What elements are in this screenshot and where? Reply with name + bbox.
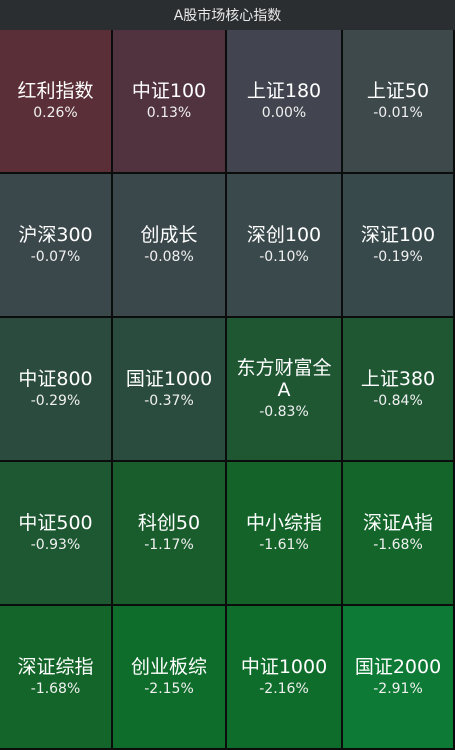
index-name: 中证500: [18, 512, 93, 534]
index-change: -0.10%: [259, 249, 309, 265]
index-name: 深证综指: [17, 656, 94, 678]
index-name: 科创50: [137, 512, 201, 534]
index-tile[interactable]: 中证1000 -2.16%: [227, 606, 343, 750]
index-tile[interactable]: 创成长 -0.08%: [113, 174, 227, 318]
index-tile[interactable]: 红利指数 0.26%: [0, 30, 113, 174]
index-change: -2.16%: [259, 681, 309, 697]
index-tile[interactable]: 深证A指 -1.68%: [343, 462, 455, 606]
index-tile[interactable]: 国证2000 -2.91%: [343, 606, 455, 750]
index-change: 0.00%: [261, 105, 307, 121]
index-tile[interactable]: 沪深300 -0.07%: [0, 174, 113, 318]
index-change: 0.13%: [146, 105, 192, 121]
index-change: -1.17%: [144, 537, 194, 553]
index-tile[interactable]: 科创50 -1.17%: [113, 462, 227, 606]
index-tile[interactable]: 深证综指 -1.68%: [0, 606, 113, 750]
index-tile[interactable]: 中证500 -0.93%: [0, 462, 113, 606]
index-change: -1.61%: [259, 537, 309, 553]
index-change: -2.91%: [373, 681, 423, 697]
page-title: A股市场核心指数: [173, 8, 282, 24]
index-name: 创业板综: [130, 656, 207, 678]
index-name: 中证800: [18, 368, 93, 390]
index-name: 深创100: [246, 224, 322, 246]
index-change: 0.26%: [33, 105, 78, 121]
index-tile[interactable]: 上证380 -0.84%: [343, 318, 455, 462]
index-tile[interactable]: 东方财富全A -0.83%: [227, 318, 343, 462]
index-tile[interactable]: 中小综指 -1.61%: [227, 462, 343, 606]
index-name: 创成长: [140, 224, 198, 246]
index-tile[interactable]: 创业板综 -2.15%: [113, 606, 227, 750]
index-change: -1.68%: [30, 681, 81, 697]
index-name: 国证2000: [354, 656, 442, 678]
page-header: A股市场核心指数: [0, 0, 455, 30]
index-change: -0.19%: [373, 249, 423, 265]
index-name: 东方财富全A: [236, 357, 332, 401]
index-change: -0.08%: [144, 249, 194, 265]
index-name: 中证100: [131, 80, 207, 102]
index-tile[interactable]: 国证1000 -0.37%: [113, 318, 227, 462]
index-tile[interactable]: 深创100 -0.10%: [227, 174, 343, 318]
index-change: -0.29%: [30, 393, 81, 409]
index-change: -0.83%: [259, 404, 309, 420]
index-name: 深证A指: [363, 512, 433, 534]
index-change: -0.93%: [30, 537, 81, 553]
index-tile[interactable]: 上证50 -0.01%: [343, 30, 455, 174]
index-name: 中小综指: [245, 512, 322, 534]
index-name: 上证380: [360, 368, 436, 390]
index-change: -0.01%: [373, 105, 423, 121]
index-tile[interactable]: 中证100 0.13%: [113, 30, 227, 174]
index-tile[interactable]: 深证100 -0.19%: [343, 174, 455, 318]
index-change: -2.15%: [144, 681, 194, 697]
index-change: -0.84%: [373, 393, 423, 409]
index-change: -0.07%: [30, 249, 81, 265]
index-name: 中证1000: [240, 656, 328, 678]
index-name: 上证50: [366, 80, 430, 102]
index-change: -0.37%: [144, 393, 194, 409]
index-tile[interactable]: 上证180 0.00%: [227, 30, 343, 174]
index-tile[interactable]: 中证800 -0.29%: [0, 318, 113, 462]
index-change: -1.68%: [373, 537, 423, 553]
index-name: 深证100: [360, 224, 436, 246]
index-name: 国证1000: [125, 368, 213, 390]
index-name: 沪深300: [18, 224, 93, 246]
index-name: 上证180: [246, 80, 322, 102]
index-name: 红利指数: [17, 80, 94, 102]
index-heatmap-grid: 红利指数 0.26% 中证100 0.13% 上证180 0.00% 上证50 -0.0…: [0, 30, 455, 750]
